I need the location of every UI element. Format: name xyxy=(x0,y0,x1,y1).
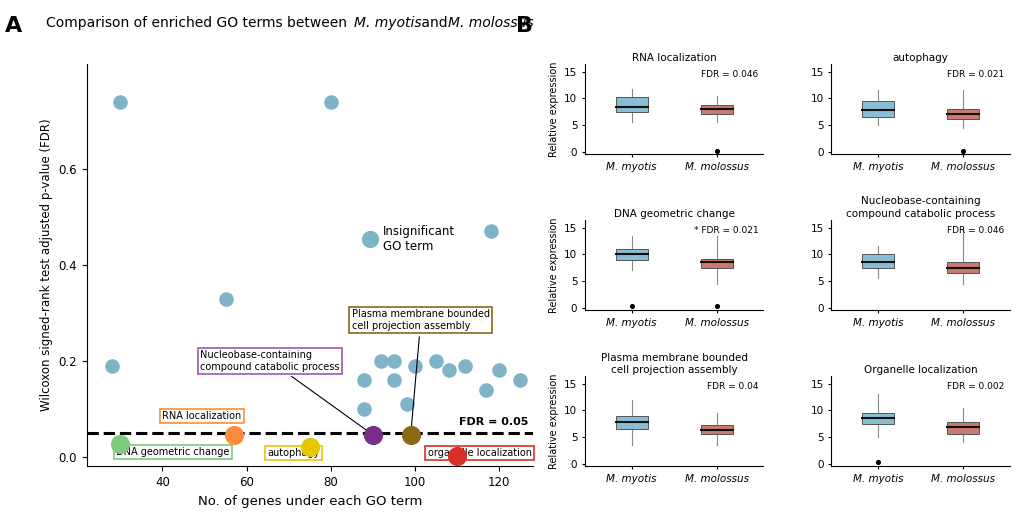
Point xyxy=(225,430,242,439)
Point xyxy=(373,357,389,365)
Bar xyxy=(615,97,647,112)
Bar xyxy=(861,254,894,268)
Point xyxy=(104,361,120,370)
Bar xyxy=(946,422,978,435)
Point xyxy=(322,98,338,106)
Point xyxy=(398,400,415,408)
Text: A: A xyxy=(5,16,22,36)
Title: RNA localization: RNA localization xyxy=(631,53,716,63)
Text: Plasma membrane bounded
cell projection assembly: Plasma membrane bounded cell projection … xyxy=(352,310,489,431)
Text: DNA geometric change: DNA geometric change xyxy=(116,447,229,457)
Point xyxy=(385,376,401,384)
Point xyxy=(112,439,128,448)
Title: autophagy: autophagy xyxy=(892,53,948,63)
X-axis label: No. of genes under each GO term: No. of genes under each GO term xyxy=(198,494,422,508)
Bar xyxy=(700,425,733,435)
Point xyxy=(954,146,970,155)
Y-axis label: Relative expression: Relative expression xyxy=(548,373,558,469)
Bar xyxy=(861,413,894,423)
Point xyxy=(448,452,465,460)
Point xyxy=(708,302,725,311)
Text: Insignificant
GO term: Insignificant GO term xyxy=(383,225,455,253)
Text: autophagy: autophagy xyxy=(267,448,320,458)
Text: B: B xyxy=(516,16,533,36)
Point xyxy=(0,182,5,190)
Y-axis label: Relative expression: Relative expression xyxy=(548,217,558,313)
Title: Organelle localization: Organelle localization xyxy=(863,365,976,375)
Text: organelle localization: organelle localization xyxy=(427,448,531,458)
Point xyxy=(478,385,494,394)
Y-axis label: Relative expression: Relative expression xyxy=(548,61,558,157)
Title: DNA geometric change: DNA geometric change xyxy=(613,209,734,219)
Text: FDR = 0.021: FDR = 0.021 xyxy=(947,70,1004,79)
Point xyxy=(440,366,457,375)
Point xyxy=(356,376,372,384)
Bar xyxy=(615,416,647,429)
Point xyxy=(457,361,473,370)
Text: and: and xyxy=(417,16,451,30)
Bar xyxy=(946,109,978,119)
Text: * FDR = 0.021: * FDR = 0.021 xyxy=(693,226,757,235)
Text: Nucleobase-containing
compound catabolic process: Nucleobase-containing compound catabolic… xyxy=(200,350,369,432)
Text: RNA localization: RNA localization xyxy=(162,411,242,421)
Point xyxy=(112,98,128,106)
Point xyxy=(623,302,639,311)
Text: FDR = 0.05: FDR = 0.05 xyxy=(459,417,528,427)
Bar xyxy=(615,249,647,260)
Text: M. myotis: M. myotis xyxy=(354,16,421,30)
Text: FDR = 0.046: FDR = 0.046 xyxy=(947,226,1004,235)
Bar xyxy=(946,262,978,273)
Point xyxy=(356,404,372,413)
Text: FDR = 0.04: FDR = 0.04 xyxy=(706,382,757,391)
Bar xyxy=(700,105,733,114)
Text: FDR = 0.002: FDR = 0.002 xyxy=(947,382,1004,391)
Point xyxy=(427,357,443,365)
Point xyxy=(407,361,423,370)
Point xyxy=(708,146,725,155)
Point xyxy=(482,227,498,236)
Point xyxy=(365,430,381,439)
Text: M. molossus: M. molossus xyxy=(447,16,533,30)
Text: FDR = 0.046: FDR = 0.046 xyxy=(700,70,757,79)
Point xyxy=(403,430,419,439)
Point xyxy=(869,458,886,466)
Point xyxy=(217,294,233,303)
Title: Nucleobase-containing
compound catabolic process: Nucleobase-containing compound catabolic… xyxy=(845,197,995,219)
Text: Comparison of enriched GO terms between: Comparison of enriched GO terms between xyxy=(46,16,351,30)
Point xyxy=(302,443,318,451)
Bar xyxy=(700,259,733,268)
Y-axis label: Wilcoxon signed-rank test adjusted p-value (FDR): Wilcoxon signed-rank test adjusted p-val… xyxy=(40,119,53,411)
Point xyxy=(512,376,528,384)
Point xyxy=(385,357,401,365)
Title: Plasma membrane bounded
cell projection assembly: Plasma membrane bounded cell projection … xyxy=(600,352,747,375)
Point xyxy=(490,366,506,375)
Bar xyxy=(861,101,894,117)
